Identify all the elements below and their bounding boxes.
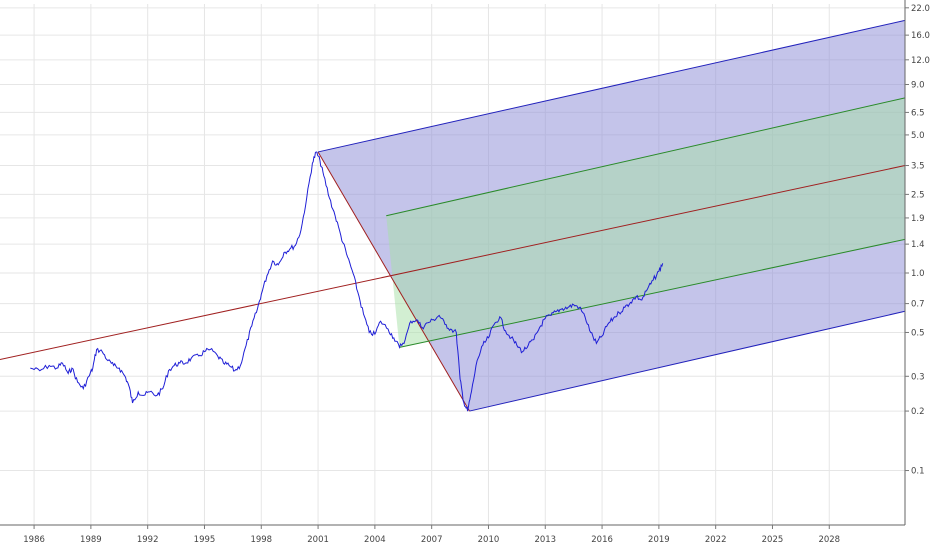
y-tick-label: 16.0 <box>911 31 930 41</box>
pitchfork-line-5 <box>469 310 906 412</box>
channel-bands <box>318 20 905 412</box>
y-tick-label: 0.5 <box>911 328 925 338</box>
y-tick-label: 0.3 <box>911 372 925 382</box>
pitchfork-line-3 <box>399 238 906 348</box>
y-tick-label: 3.5 <box>911 162 925 172</box>
price-series <box>30 151 664 412</box>
x-tick-label: 2028 <box>818 535 840 545</box>
x-tick-label: 2007 <box>421 535 443 545</box>
y-tick-label: 1.9 <box>911 214 925 224</box>
y-tick-label: 1.0 <box>911 269 925 279</box>
y-tick-label: 0.2 <box>911 407 925 417</box>
pitchfork-lines <box>0 19 906 412</box>
y-tick-label: 22.0 <box>911 4 930 14</box>
x-tick-label: 2001 <box>307 535 329 545</box>
y-tick-label: 0.7 <box>911 300 925 310</box>
price-line-0 <box>30 151 664 412</box>
x-tick-label: 1989 <box>80 535 102 545</box>
x-tick-label: 2016 <box>591 535 613 545</box>
x-tick-label: 2010 <box>478 535 500 545</box>
channel-band-1 <box>386 97 905 348</box>
y-tick-label: 1.4 <box>911 240 925 250</box>
pitchfork-line-0 <box>0 165 906 360</box>
y-tick-label: 2.5 <box>911 190 925 200</box>
x-tick-label: 1995 <box>194 535 216 545</box>
x-tick-label: 2025 <box>762 535 784 545</box>
x-tick-label: 2013 <box>534 535 556 545</box>
y-tick-label: 5.0 <box>911 131 925 141</box>
x-tick-label: 1998 <box>250 535 272 545</box>
y-tick-label: 12.0 <box>911 56 930 66</box>
x-tick-label: 2022 <box>705 535 727 545</box>
y-tick-label: 0.1 <box>911 467 925 477</box>
pitchfork-line-1 <box>317 151 470 412</box>
x-tick-label: 2019 <box>648 535 670 545</box>
x-tick-label: 2004 <box>364 535 386 545</box>
y-tick-label: 6.5 <box>911 108 925 118</box>
x-tick-label: 1992 <box>137 535 159 545</box>
pitchfork-line-2 <box>386 97 906 217</box>
y-tick-label: 9.0 <box>911 80 925 90</box>
pitchfork-line-4 <box>317 19 906 153</box>
x-tick-label: 1986 <box>23 535 45 545</box>
